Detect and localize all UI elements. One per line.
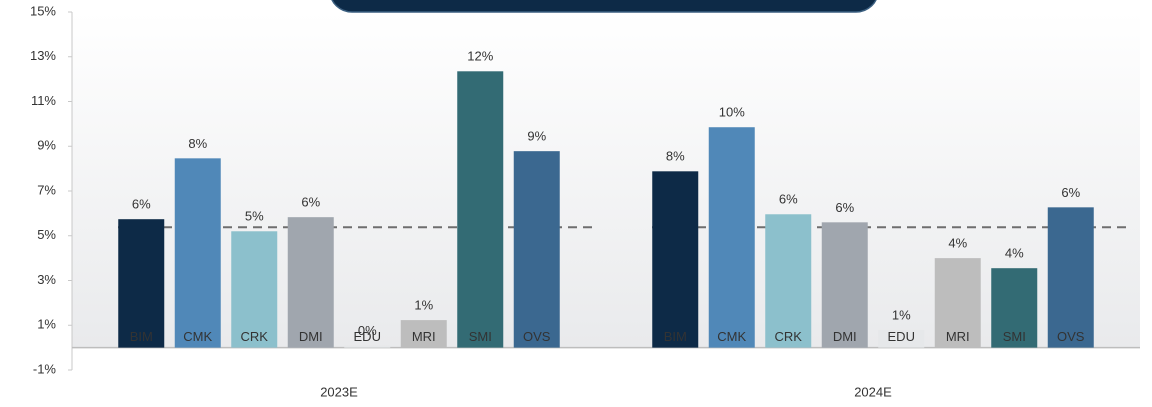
bar	[174, 158, 221, 348]
bar-name-label: MRI	[412, 329, 436, 344]
y-tick-label: 1%	[37, 317, 56, 332]
bar	[344, 345, 391, 348]
value-label: 5%	[245, 209, 264, 224]
bar-name-label: CMK	[717, 329, 746, 344]
bar-name-label: DMI	[833, 329, 857, 344]
value-label: 10%	[719, 105, 745, 120]
value-label: 4%	[1005, 246, 1024, 261]
value-label: 0%	[358, 323, 377, 338]
value-label: 6%	[835, 200, 854, 215]
bar-name-label: CMK	[183, 329, 212, 344]
bar-name-label: BIM	[664, 329, 687, 344]
value-label: 1%	[414, 298, 433, 313]
value-label: 6%	[132, 197, 151, 212]
y-tick-label: 9%	[37, 138, 56, 153]
value-label: 8%	[666, 149, 685, 164]
bar-name-label: SMI	[469, 329, 492, 344]
y-tick-label: 15%	[30, 3, 56, 18]
bar	[231, 231, 278, 348]
value-label: 8%	[188, 136, 207, 151]
bar-name-label: MRI	[946, 329, 970, 344]
y-tick-label: 11%	[31, 93, 56, 108]
bar	[934, 258, 981, 348]
x-tick-label: 2023E	[320, 384, 358, 399]
bar	[765, 214, 812, 348]
bar	[513, 151, 560, 348]
x-tick-label: 2024E	[854, 384, 892, 399]
y-tick-label: 5%	[37, 227, 56, 242]
y-tick-label: 13%	[30, 48, 56, 63]
y-tick-label: -1%	[33, 361, 57, 376]
bar	[652, 171, 699, 348]
value-label: 4%	[948, 236, 967, 251]
banner	[331, 0, 877, 13]
value-label: 9%	[527, 129, 546, 144]
bar-name-label: EDU	[354, 329, 381, 344]
value-label: 6%	[779, 192, 798, 207]
bar-name-label: CRK	[241, 329, 269, 344]
bar	[708, 127, 755, 348]
bar	[287, 217, 334, 348]
value-label: 12%	[467, 49, 493, 64]
bar	[1047, 207, 1094, 348]
bar-name-label: OVS	[523, 329, 551, 344]
bar-name-label: OVS	[1057, 329, 1085, 344]
y-tick-label: 3%	[37, 272, 56, 287]
bar	[991, 268, 1038, 348]
bar	[821, 222, 868, 348]
y-tick-label: 7%	[37, 182, 56, 197]
bar-name-label: CRK	[775, 329, 803, 344]
bar	[457, 71, 504, 348]
bar	[118, 219, 165, 348]
bar	[400, 320, 447, 348]
bar-name-label: SMI	[1003, 329, 1026, 344]
bar-name-label: EDU	[888, 329, 915, 344]
value-label: 6%	[301, 195, 320, 210]
value-label: 1%	[892, 307, 911, 322]
value-label: 6%	[1061, 185, 1080, 200]
bar	[878, 329, 925, 348]
bar-name-label: BIM	[130, 329, 153, 344]
bar-name-label: DMI	[299, 329, 323, 344]
